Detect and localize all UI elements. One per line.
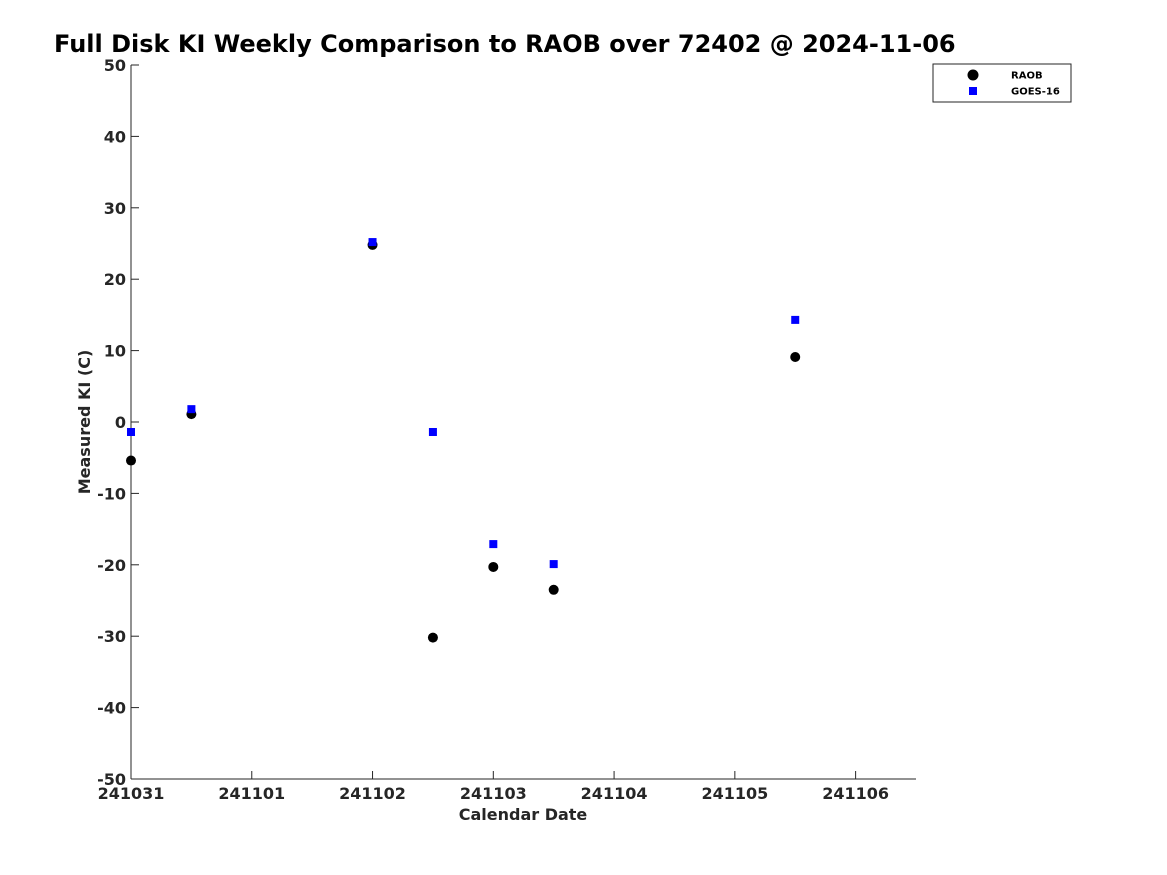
y-tick-label: 10 <box>104 342 126 361</box>
y-tick-label: -40 <box>97 699 126 718</box>
x-axis-label: Calendar Date <box>459 805 588 824</box>
y-axis-label: Measured KI (C) <box>75 350 94 495</box>
legend-box <box>932 63 1072 103</box>
data-markers <box>126 238 801 643</box>
y-tick-label: -20 <box>97 556 126 575</box>
x-tick-label: 241031 <box>98 784 165 803</box>
x-tick-label: 241102 <box>339 784 406 803</box>
y-tick-label: -50 <box>97 770 126 789</box>
y-tick-label: 50 <box>104 56 126 75</box>
x-tick-label: 241104 <box>581 784 648 803</box>
plot-area <box>130 65 916 780</box>
y-tick-label: 20 <box>104 270 126 289</box>
y-tick-label: 30 <box>104 199 126 218</box>
data-point-goes-16 <box>791 315 800 324</box>
y-tick-label: -30 <box>97 627 126 646</box>
data-point-raob <box>126 455 136 466</box>
x-tick-label: 241101 <box>218 784 285 803</box>
legend-marker-raob <box>967 69 979 81</box>
x-tick-label: 241103 <box>460 784 527 803</box>
data-point-goes-16 <box>428 427 437 436</box>
x-ticks: 241031 241101 241102 241103 241104 241105 2411… <box>98 771 889 803</box>
legend-label-goes-16: GOES-16 <box>1011 87 1060 98</box>
legend: RAOB GOES-16 <box>932 63 1072 103</box>
y-ticks: 50 40 30 20 10 0 -10 -20 -30 -40 -50 <box>97 56 139 789</box>
legend-label-raob: RAOB <box>1011 71 1043 82</box>
y-tick-label: 0 <box>115 413 126 432</box>
y-tick-label: -10 <box>97 484 126 503</box>
data-point-goes-16 <box>368 238 377 247</box>
data-point-goes-16 <box>127 427 135 436</box>
x-tick-label: 241105 <box>701 784 768 803</box>
data-point-goes-16 <box>489 540 498 549</box>
chart-title: Full Disk KI Weekly Comparison to RAOB o… <box>54 30 956 58</box>
data-point-raob <box>790 352 801 363</box>
data-point-raob <box>427 632 438 643</box>
legend-marker-goes-16 <box>969 87 977 95</box>
y-tick-label: 40 <box>104 127 126 146</box>
data-point-raob <box>548 584 559 595</box>
x-tick-label: 241106 <box>822 784 889 803</box>
data-point-goes-16 <box>549 560 558 569</box>
data-point-raob <box>488 561 499 572</box>
data-point-goes-16 <box>187 405 196 414</box>
